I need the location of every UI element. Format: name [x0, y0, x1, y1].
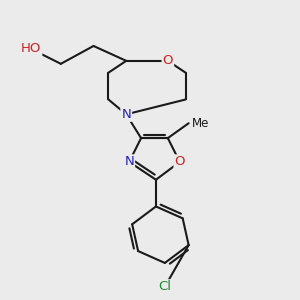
Text: HO: HO: [21, 42, 41, 56]
Text: Cl: Cl: [158, 280, 171, 293]
Text: O: O: [163, 54, 173, 67]
Text: N: N: [124, 155, 134, 168]
Text: O: O: [175, 155, 185, 168]
Text: Me: Me: [192, 117, 209, 130]
Text: N: N: [121, 108, 131, 121]
